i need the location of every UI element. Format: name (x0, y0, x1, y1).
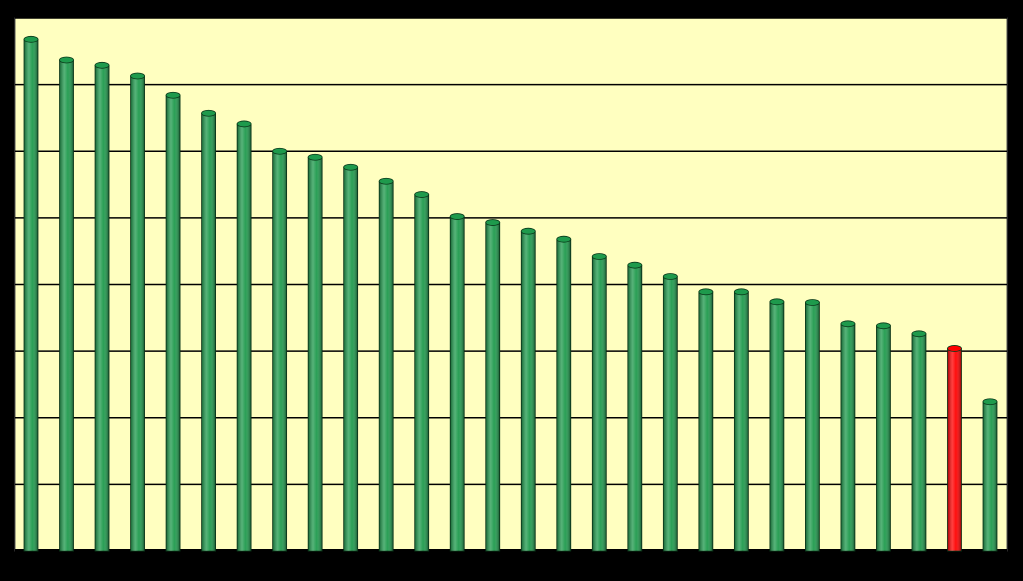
bar-shade (414, 194, 429, 551)
floor (15, 549, 1007, 557)
bar-cap (414, 191, 430, 198)
bar-cap (591, 253, 607, 260)
bar-shade (769, 301, 784, 551)
bar-cap (769, 298, 785, 306)
bar-cap (165, 91, 181, 99)
bar-cap (662, 273, 678, 280)
bar-cap (201, 109, 216, 117)
bar-cap (556, 235, 572, 243)
bar-cap (485, 219, 501, 226)
bar-cap (307, 153, 323, 161)
bar-shade (698, 291, 713, 551)
bar-cap (94, 61, 110, 69)
bar-cap (911, 330, 927, 338)
bar-cap (627, 261, 643, 269)
bar-cap (733, 288, 749, 296)
bar-shade (237, 123, 252, 551)
bar-shade (343, 167, 358, 552)
bar-cap (982, 398, 998, 406)
bar-shade (627, 265, 642, 551)
bar-shade (24, 39, 38, 551)
bar-cap (59, 56, 74, 64)
bar-shade (840, 323, 855, 551)
bar-shade (166, 95, 181, 551)
bar-shade (59, 59, 74, 551)
bar-shade (983, 401, 997, 551)
bar-shade (947, 348, 962, 551)
bar-shade (521, 231, 536, 551)
bar-cap (236, 120, 252, 128)
bar-shade (876, 325, 891, 551)
bar-cap (840, 320, 856, 328)
bar-shade (308, 157, 323, 551)
bar-shade (663, 276, 678, 551)
bar-shade (95, 65, 110, 552)
bar-shade (734, 291, 749, 551)
bar-shade (805, 302, 820, 551)
bar-shade (911, 333, 926, 551)
bar-shade (379, 181, 394, 551)
bar-shade (130, 75, 145, 552)
bar-shade (201, 113, 216, 552)
bar-cap (805, 299, 820, 306)
bar-cap (449, 213, 465, 220)
bar-cap (876, 322, 891, 330)
bar-shade (592, 256, 607, 551)
bar-shade (556, 239, 571, 551)
bar-cap (23, 35, 39, 43)
bar-cap (698, 288, 714, 296)
bar-cap (343, 163, 359, 171)
bar-cap (520, 227, 536, 235)
bar-shade (272, 151, 287, 551)
bar-cap (378, 177, 394, 185)
bar-cap (130, 72, 145, 80)
bar-cap (272, 147, 288, 155)
bar-cap (947, 345, 962, 352)
bar-shade (485, 222, 500, 551)
bar-shade (450, 216, 465, 552)
